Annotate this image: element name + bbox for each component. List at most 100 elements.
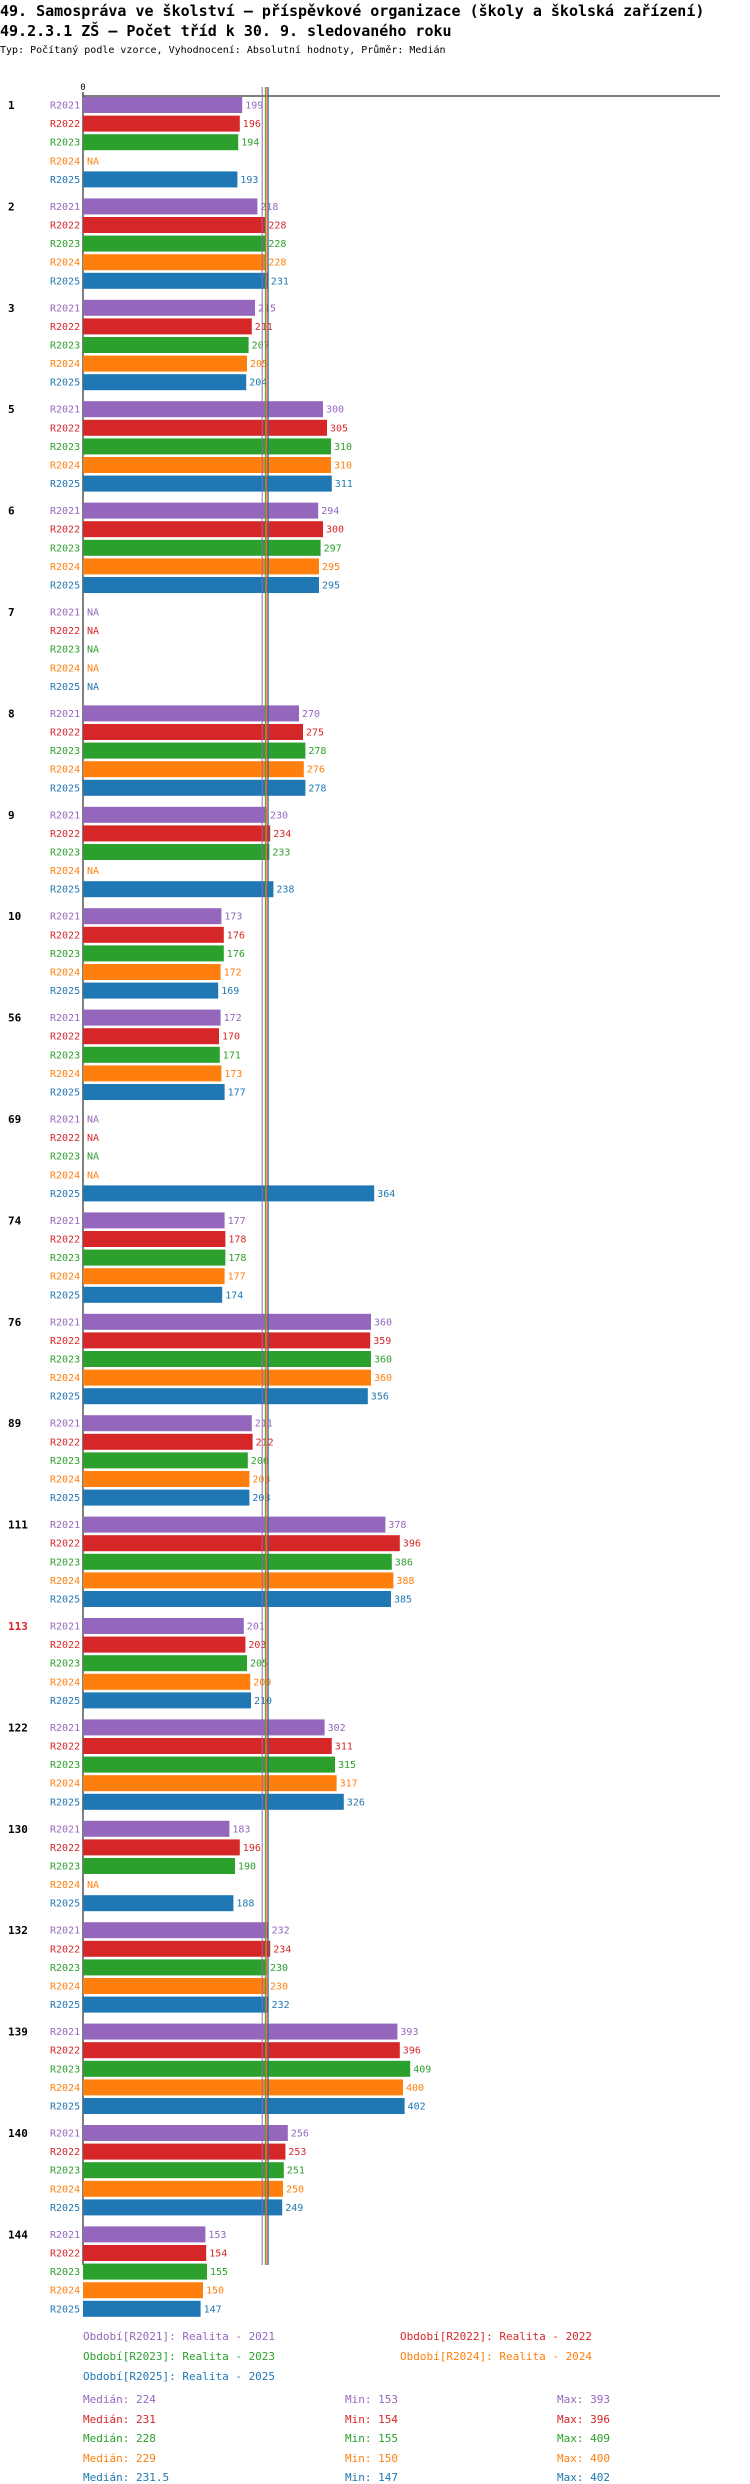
series-label: R2021 — [50, 1419, 80, 1430]
data-label: 359 — [373, 1336, 391, 1347]
bar-r2022 — [83, 1839, 240, 1856]
series-label: R2024 — [50, 258, 80, 269]
bar-r2025 — [83, 1286, 223, 1303]
bar-r2021 — [83, 198, 258, 215]
bar-r2023 — [83, 1959, 267, 1976]
bar-r2022 — [83, 1738, 332, 1754]
bar-r2022 — [83, 2042, 400, 2059]
bar-r2022 — [83, 217, 266, 233]
series-label: R2022 — [50, 119, 80, 130]
series-label: R2022 — [50, 2046, 80, 2057]
bar-r2025 — [83, 1895, 234, 1912]
data-label: 378 — [388, 1520, 406, 1531]
na-label: NA — [87, 663, 99, 674]
series-label: R2024 — [50, 1272, 80, 1283]
data-label: 360 — [374, 1355, 392, 1366]
bar-r2025 — [83, 1084, 225, 1100]
bar-r2025 — [83, 1388, 368, 1405]
data-label: 393 — [400, 2027, 418, 2038]
bar-r2024 — [83, 1268, 225, 1285]
group-label: 1 — [8, 99, 15, 112]
data-label: 396 — [403, 1539, 421, 1550]
chart-title: 49. Samospráva ve školství – příspěvkové… — [0, 2, 705, 20]
bar-r2023 — [83, 1553, 392, 1570]
group-label: 76 — [8, 1316, 22, 1329]
na-label: NA — [87, 1170, 99, 1181]
series-label: R2021 — [50, 1216, 80, 1227]
data-label: 171 — [223, 1050, 241, 1061]
series-label: R2021 — [50, 1115, 80, 1126]
series-label: R2024 — [50, 866, 80, 877]
data-label: 253 — [288, 2147, 306, 2158]
legend-min-r2022: Min: 154 — [345, 2412, 398, 2426]
series-label: R2023 — [50, 1355, 80, 1366]
series-label: R2024 — [50, 1373, 80, 1384]
bar-r2021 — [83, 705, 299, 722]
series-label: R2021 — [50, 303, 80, 314]
bar-r2024 — [83, 1673, 251, 1690]
series-label: R2022 — [50, 1742, 80, 1753]
legend-max-r2023: Max: 409 — [557, 2432, 610, 2445]
series-label: R2025 — [50, 885, 80, 896]
legend-period-r2025: Období[R2025]: Realita - 2025 — [83, 2370, 276, 2383]
data-label: 305 — [330, 423, 348, 434]
bar-r2025 — [83, 272, 268, 289]
bar-r2023 — [83, 844, 270, 860]
legend-median-r2024: Medián: 229 — [83, 2451, 156, 2465]
data-label: 230 — [270, 1982, 288, 1993]
series-label: R2021 — [50, 1622, 80, 1633]
bar-r2021 — [83, 1820, 230, 1837]
series-label: R2023 — [50, 1152, 80, 1163]
bar-r2021 — [83, 1516, 386, 1533]
data-label: 317 — [340, 1779, 358, 1790]
bar-r2025 — [83, 1591, 391, 1607]
bar-r2024 — [83, 1471, 250, 1487]
group-label: 89 — [8, 1417, 21, 1430]
bar-r2021 — [83, 2023, 398, 2040]
data-label: 270 — [302, 709, 320, 720]
data-label: 150 — [206, 2286, 224, 2297]
bar-r2021 — [83, 502, 319, 519]
series-label: R2021 — [50, 810, 80, 821]
bar-r2021 — [83, 806, 267, 823]
data-label: 196 — [243, 1843, 261, 1854]
series-label: R2023 — [50, 848, 80, 859]
bar-r2021 — [83, 97, 243, 113]
data-label: 228 — [268, 258, 286, 269]
data-label: 300 — [326, 405, 344, 416]
legend-period-r2024: Období[R2024]: Realita - 2024 — [400, 2350, 593, 2363]
legend-median-r2025: Medián: 231.5 — [83, 2471, 170, 2484]
bar-r2025 — [83, 2199, 283, 2216]
group-label: 6 — [8, 505, 15, 518]
bar-r2025 — [83, 475, 332, 492]
series-label: R2021 — [50, 2230, 80, 2241]
bar-r2024 — [83, 2180, 283, 2197]
series-label: R2023 — [50, 239, 80, 250]
series-label: R2024 — [50, 1677, 80, 1688]
legend-median-r2023: Medián: 228 — [83, 2432, 156, 2445]
data-label: 212 — [256, 1437, 274, 1448]
data-label: 211 — [255, 1419, 273, 1430]
bar-r2022 — [83, 521, 323, 538]
data-label: 170 — [222, 1032, 240, 1043]
series-label: R2025 — [50, 581, 80, 592]
data-label: 297 — [324, 543, 342, 554]
bar-r2023 — [83, 1249, 226, 1266]
legend-period-r2021: Období[R2021]: Realita - 2021 — [83, 2330, 276, 2343]
na-label: NA — [87, 866, 99, 877]
series-label: R2023 — [50, 138, 80, 149]
series-label: R2025 — [50, 986, 80, 997]
bar-r2024 — [83, 2282, 203, 2299]
bar-r2022 — [83, 2143, 286, 2160]
data-label: 178 — [228, 1235, 246, 1246]
legend-period-r2022: Období[R2022]: Realita - 2022 — [400, 2330, 593, 2343]
series-label: R2023 — [50, 341, 80, 352]
bar-r2021 — [83, 401, 323, 418]
bar-r2023 — [83, 1046, 220, 1063]
bar-r2022 — [83, 1433, 253, 1450]
bar-r2023 — [83, 2162, 284, 2179]
bar-r2023 — [83, 945, 224, 962]
group-label: 139 — [8, 2026, 28, 2039]
data-label: 177 — [228, 1272, 246, 1283]
series-label: R2025 — [50, 2102, 80, 2113]
